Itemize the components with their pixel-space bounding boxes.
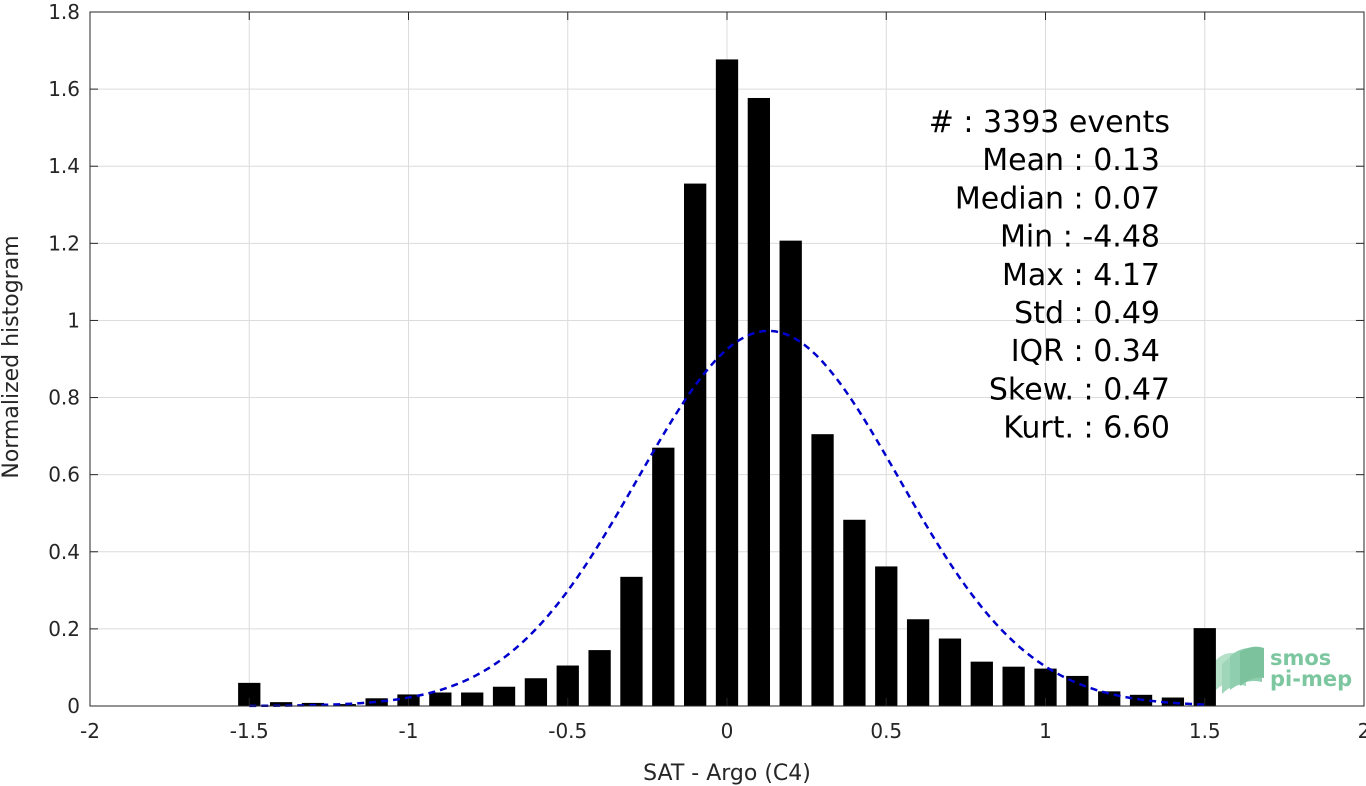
stats-line: Min : -4.48 [1000,220,1160,255]
histogram-bar [779,240,802,706]
histogram-bar [1098,691,1121,706]
x-tick-label: -1.5 [230,719,269,743]
x-tick-label: 2 [1358,719,1366,743]
logo-line-2: pi-mep [1270,667,1352,691]
histogram-bar [652,447,675,706]
histogram-bar [429,692,452,706]
logo-line-1: smos [1270,646,1331,670]
x-tick-label: 1 [1039,719,1052,743]
histogram-bar [906,619,930,706]
y-tick-label: 1 [67,308,80,332]
y-tick-label: 0 [67,694,80,718]
y-tick-label: 1.8 [48,0,80,24]
y-tick-label: 0.8 [48,386,80,410]
histogram-bar [269,702,293,706]
y-tick-label: 1.6 [48,77,80,101]
logo-wave-icon [1216,646,1264,694]
y-tick-label: 1.2 [48,231,80,255]
stats-line: Kurt. : 6.60 [1003,411,1170,446]
normal-fit-curve [249,329,1205,708]
y-tick-label: 0.2 [48,617,80,641]
stats-line: # : 3393 events [929,105,1170,140]
x-tick-label: -1 [399,719,419,743]
histogram-bar [811,434,834,706]
y-tick-label: 0.4 [48,540,80,564]
histogram-bar [620,576,643,706]
histogram-bar [333,704,356,706]
histogram-bar [747,97,770,707]
histogram-bar [492,686,516,706]
histogram-bar [843,519,866,706]
histogram-bar [365,698,388,706]
smos-pi-mep-logo: smos pi-mep [1216,646,1352,694]
stats-line: Std : 0.49 [1014,296,1160,331]
histogram-bar [1161,697,1185,706]
histogram-bar [461,692,484,706]
y-axis-ticks: 0 0.2 0.4 0.6 0.8 1 1.2 1.4 1.6 1.8 [48,0,1364,718]
y-tick-label: 1.4 [48,154,80,178]
stats-line: Max : 4.17 [1002,258,1160,293]
histogram-bar [1002,666,1025,706]
stats-line: Mean : 0.13 [982,143,1160,178]
histogram-bar [1066,675,1089,706]
x-tick-label: -2 [80,719,100,743]
histogram-bar [938,638,962,706]
histogram-bar [715,59,739,706]
y-tick-label: 0.6 [48,463,80,487]
histogram-bar [1193,628,1216,706]
histogram-bar [1034,668,1057,706]
stats-line: Skew. : 0.47 [989,372,1170,407]
x-tick-label: 1.5 [1189,719,1221,743]
x-axis-label: SAT - Argo (C4) [643,761,811,786]
histogram-bar [524,678,548,706]
x-tick-label: 0.5 [870,719,902,743]
x-tick-label: -0.5 [548,719,587,743]
y-axis-label: Normalized histogram [0,235,24,478]
histogram-bar [970,661,993,706]
histogram-bar [684,183,707,707]
histogram-bar [875,566,898,706]
histogram-bar [238,682,261,706]
histogram-bars [238,59,1216,707]
histogram-bar [588,650,611,706]
stats-line: IQR : 0.34 [1011,334,1160,369]
x-tick-label: 0 [721,719,734,743]
x-axis-ticks: -2 -1.5 -1 -0.5 0 0.5 1 1.5 2 [80,12,1366,743]
stats-line: Median : 0.07 [955,181,1160,216]
histogram-bar [556,665,579,706]
